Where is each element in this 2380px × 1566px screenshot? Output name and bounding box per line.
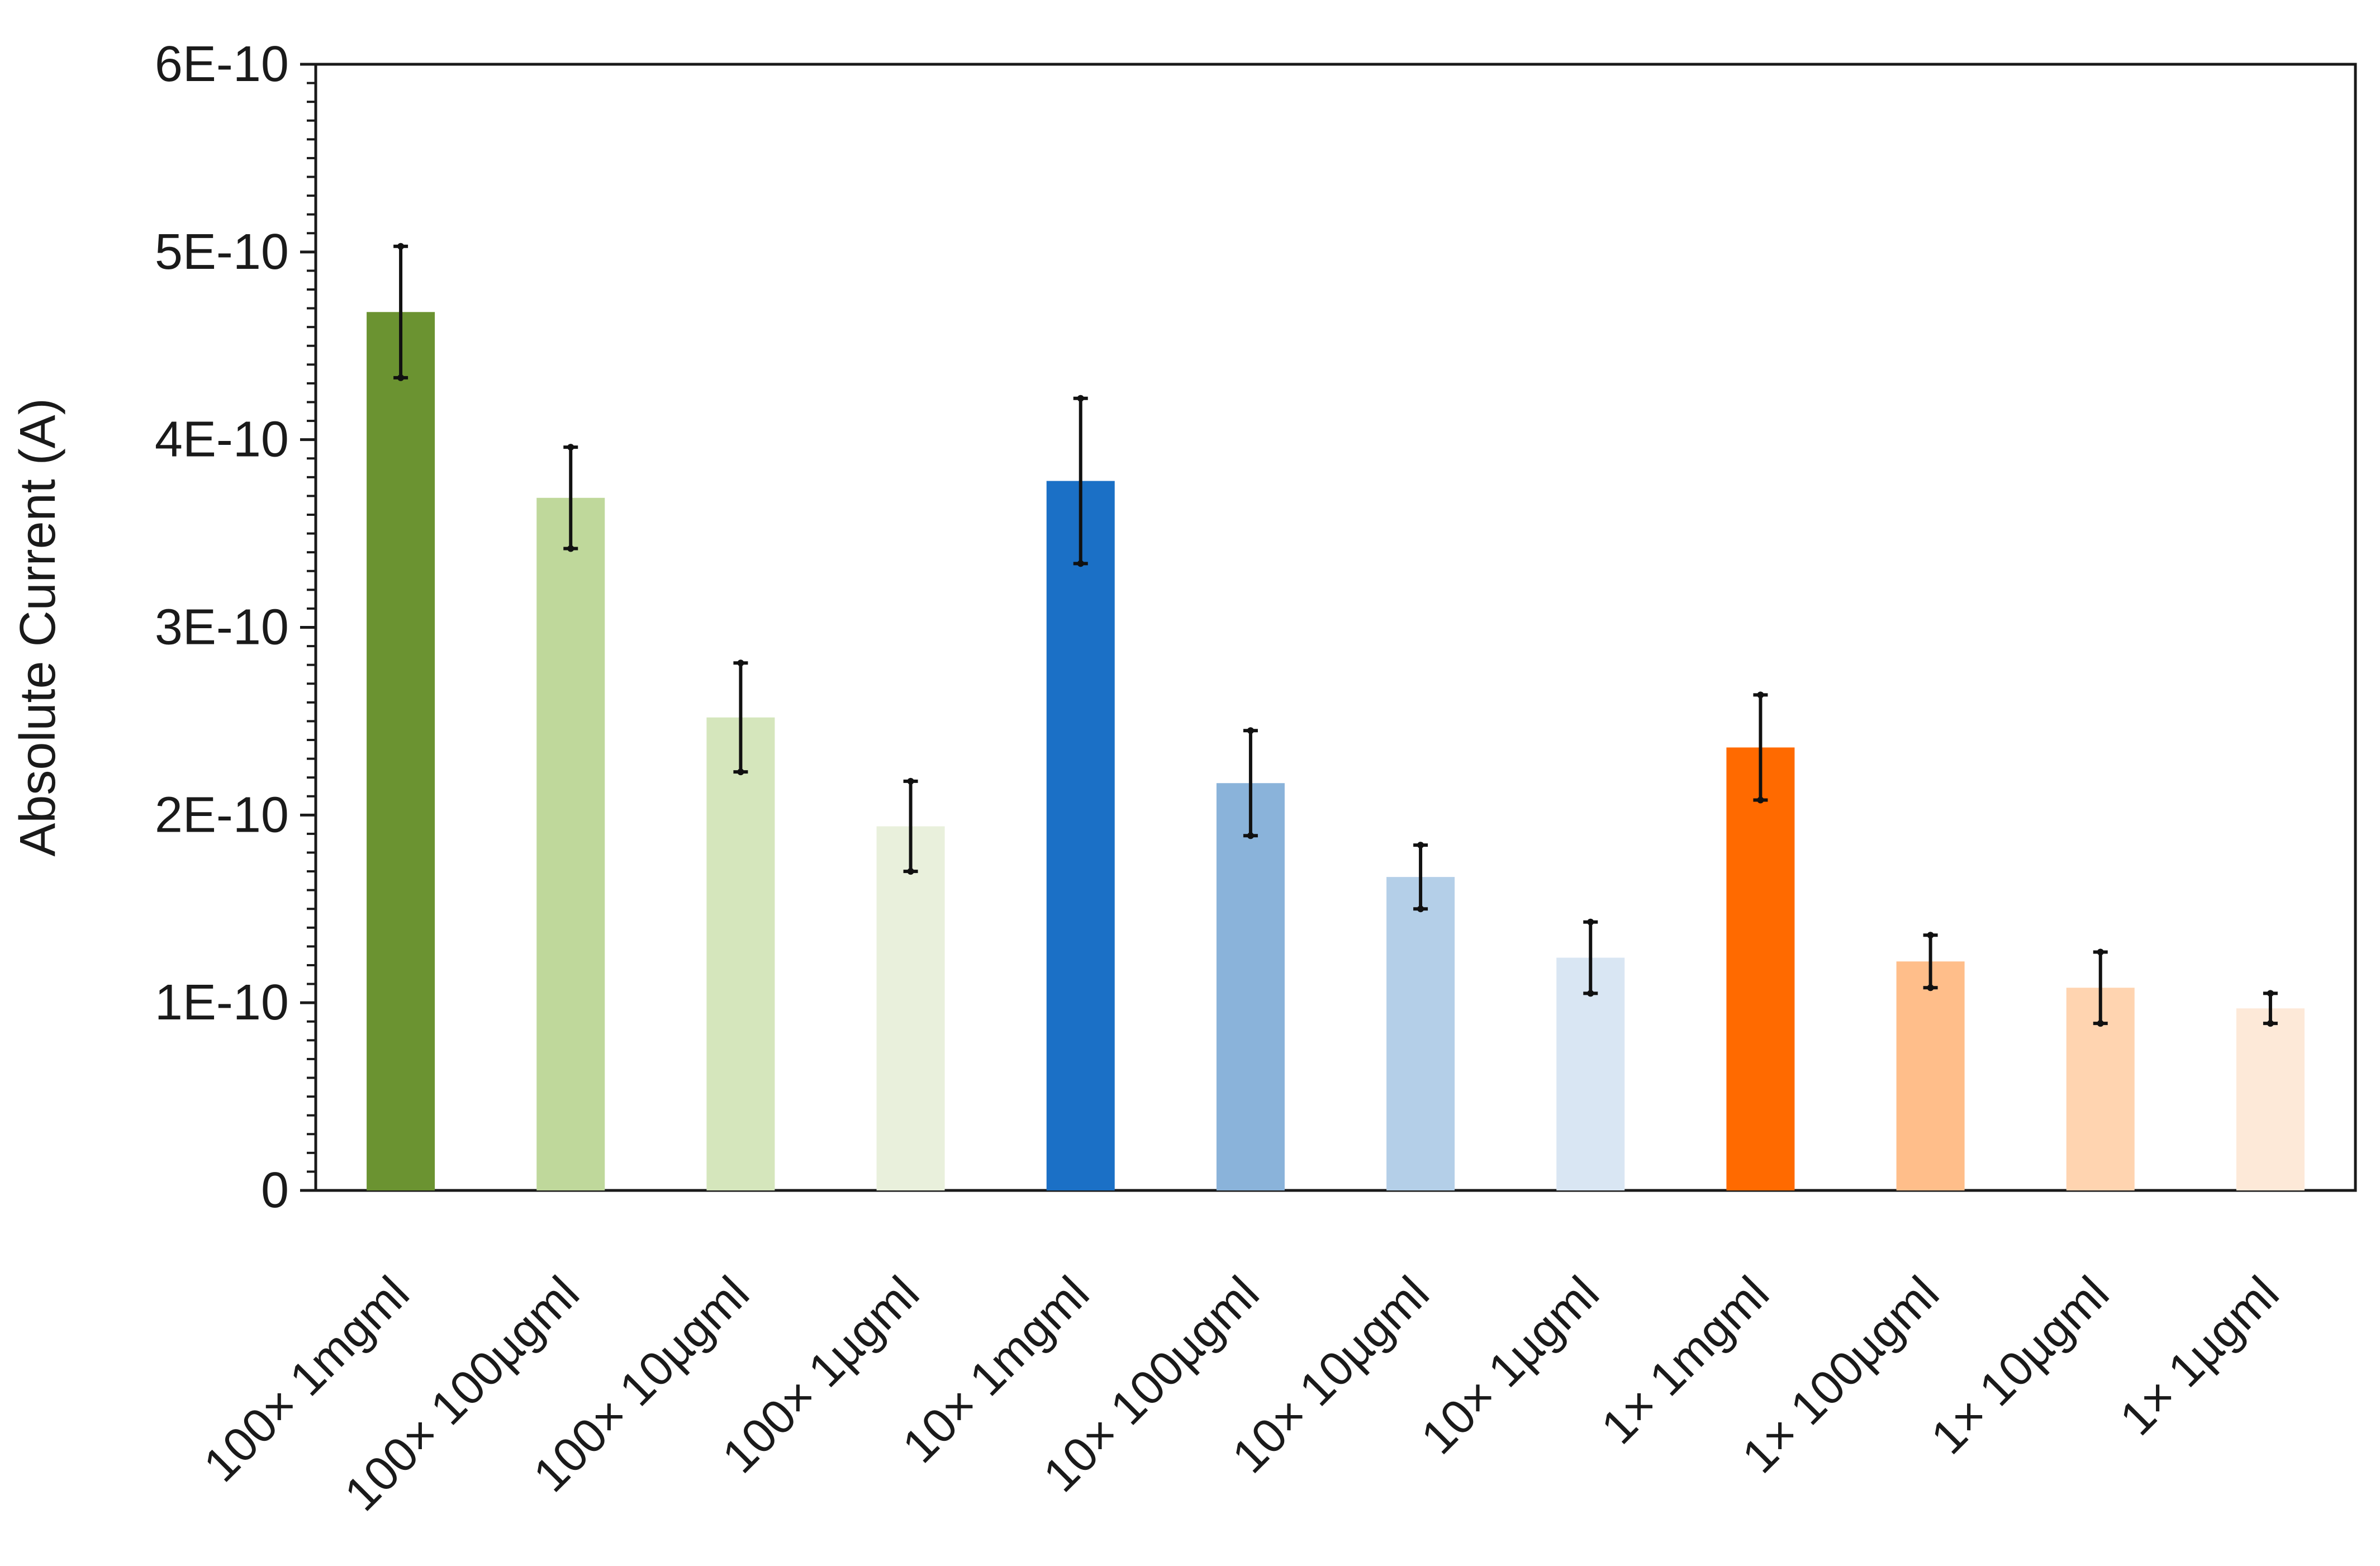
- x-tick-label: 1× 10µgml: [1921, 1266, 2119, 1465]
- error-bar: [563, 444, 578, 552]
- y-tick-label: 4E-10: [155, 412, 289, 468]
- bar: [1046, 481, 1115, 1190]
- y-tick-label: 3E-10: [155, 600, 289, 656]
- bar: [876, 826, 945, 1190]
- bar: [2236, 1008, 2305, 1190]
- error-bar: [1413, 842, 1428, 913]
- y-axis-title: Absolute Current (A): [10, 398, 66, 856]
- x-tick-label: 10× 1µgml: [1411, 1266, 1609, 1465]
- plot-area: [314, 63, 2357, 1192]
- y-tick-label: 6E-10: [155, 36, 289, 92]
- error-bar: [393, 243, 408, 381]
- bar: [1216, 783, 1285, 1190]
- x-tick-label: 1× 1µgml: [2110, 1266, 2289, 1446]
- error-bar: [1073, 395, 1088, 567]
- error-bar: [903, 777, 918, 875]
- bar: [1896, 961, 1965, 1190]
- error-bars: [393, 243, 2278, 1027]
- bar: [367, 312, 435, 1190]
- y-tick-label: 0: [261, 1162, 289, 1218]
- y-tick-label: 5E-10: [155, 224, 289, 280]
- bar: [536, 497, 605, 1190]
- error-bar: [2263, 990, 2278, 1027]
- y-axis: 0 1E-10 2E-10 3E-10 4E-10 5E-10 6E-10: [155, 36, 316, 1218]
- bar: [706, 717, 775, 1190]
- error-bar: [1243, 727, 1258, 839]
- plot-frame: [314, 63, 2357, 1192]
- error-bar: [2093, 948, 2108, 1027]
- error-bar: [1583, 918, 1598, 997]
- error-bar: [1923, 932, 1938, 991]
- bar: [1386, 877, 1455, 1190]
- error-bar: [733, 659, 748, 776]
- bar: [1726, 747, 1795, 1190]
- error-bar: [1753, 691, 1768, 804]
- y-tick-label: 2E-10: [155, 787, 289, 843]
- y-tick-label: 1E-10: [155, 975, 289, 1031]
- bars: [367, 312, 2305, 1190]
